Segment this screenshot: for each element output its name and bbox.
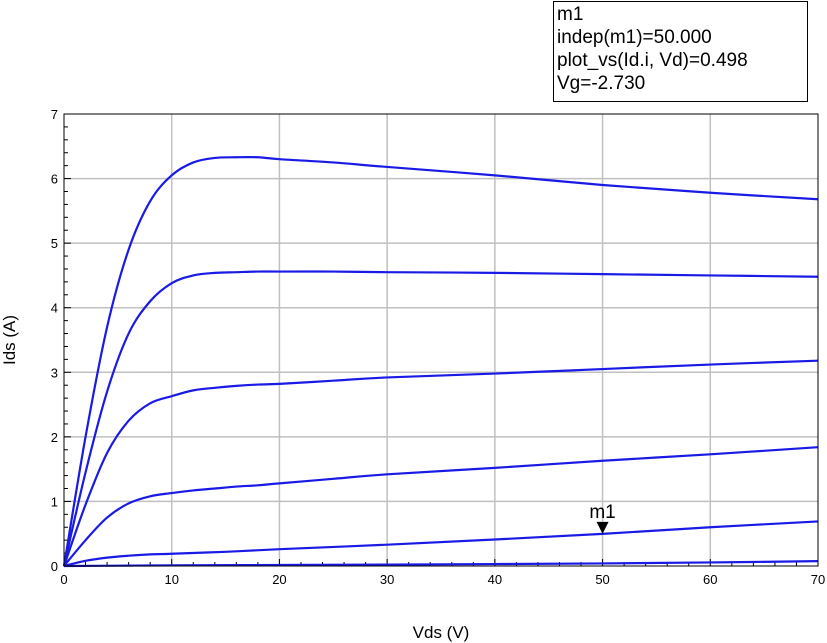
marker-readout-indep: indep(m1)=50.000: [557, 27, 712, 48]
series-line-4: [63, 446, 819, 567]
series-line-2: [62, 270, 819, 567]
x-tick-label: 50: [595, 572, 609, 587]
x-axis-label: Vds (V): [413, 623, 470, 642]
marker-readout-name: m1: [557, 4, 584, 25]
x-tick-label: 20: [272, 572, 286, 587]
marker-readout-vg: Vg=-2.730: [557, 73, 646, 94]
marker-readout-value: plot_vs(Id.i, Vd)=0.498: [557, 50, 748, 71]
x-tick-label: 30: [380, 572, 394, 587]
x-tick-label: 10: [164, 572, 178, 587]
x-tick-label: 0: [60, 572, 67, 587]
series-line-6: [63, 560, 819, 568]
y-tick-label: 4: [51, 301, 58, 316]
x-tick-label: 40: [488, 572, 502, 587]
marker-m1[interactable]: m1: [589, 502, 616, 534]
marker-readout-box: m1 indep(m1)=50.000 plot_vs(Id.i, Vd)=0.…: [553, 1, 808, 102]
y-tick-label: 5: [51, 236, 58, 251]
marker-label: m1: [589, 502, 615, 523]
series-line-5: [63, 520, 819, 568]
x-tick-label: 60: [703, 572, 717, 587]
plot-area-frame: [63, 113, 819, 567]
y-tick-label: 3: [51, 365, 58, 380]
x-tick-label: 70: [811, 572, 825, 587]
y-tick-label: 7: [51, 107, 58, 122]
marker-triangle[interactable]: [596, 521, 609, 534]
y-tick-label: 1: [51, 494, 58, 509]
series-line-1: [62, 155, 819, 567]
grid: [64, 114, 818, 566]
series-lines: [62, 155, 819, 568]
y-tick-label: 6: [51, 172, 58, 187]
series-line-3: [62, 359, 819, 567]
y-tick-label: 2: [51, 430, 58, 445]
y-axis-label: Ids (A): [0, 315, 19, 365]
y-tick-label: 0: [51, 559, 58, 574]
